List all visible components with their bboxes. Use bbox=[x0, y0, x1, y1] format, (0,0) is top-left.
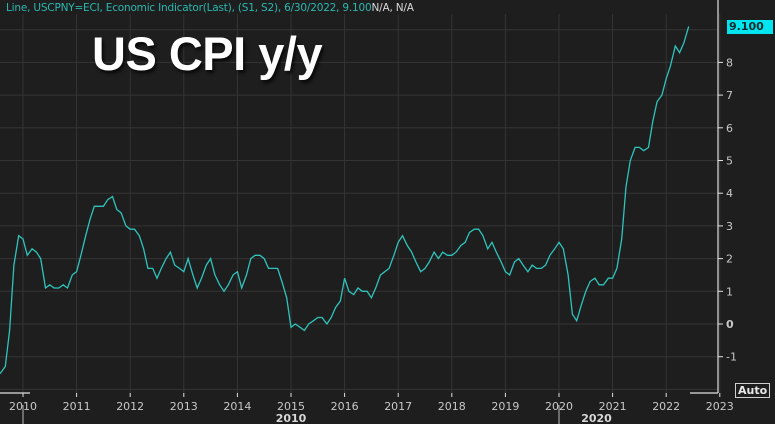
last-value-badge: 9.100 bbox=[727, 20, 773, 34]
y-tick-label: 0 bbox=[726, 318, 734, 331]
grid-lines bbox=[0, 14, 721, 393]
series-header: Line, USCPNY=ECI, Economic Indicator(Las… bbox=[6, 2, 414, 14]
y-tick-label: 5 bbox=[726, 155, 733, 168]
x-tick-label: 2023 bbox=[706, 400, 734, 413]
y-tick-label: 4 bbox=[726, 187, 733, 200]
axes: -1 0 1 2 3 4 5 6 7 8 2010 2011 2012 2013 2014 2015 2016 2… bbox=[0, 0, 737, 424]
y-tick-label: -1 bbox=[726, 351, 737, 364]
chart-title: US CPI y/y bbox=[92, 27, 323, 80]
y-tick-label: 7 bbox=[726, 89, 733, 102]
x-group-label: 2010 bbox=[276, 412, 307, 424]
x-tick-label: 2013 bbox=[170, 400, 198, 413]
x-tick-label: 2016 bbox=[331, 400, 359, 413]
na-text: N/A, N/A bbox=[371, 2, 414, 14]
series-description: Line, USCPNY=ECI, Economic Indicator(Las… bbox=[6, 2, 372, 14]
y-tick-label: 6 bbox=[726, 122, 733, 135]
auto-scale-button[interactable]: Auto bbox=[735, 383, 771, 398]
x-tick-label: 2018 bbox=[438, 400, 466, 413]
x-tick-label: 2014 bbox=[223, 400, 251, 413]
x-tick-label: 2021 bbox=[599, 400, 627, 413]
y-tick-label: 3 bbox=[726, 220, 733, 233]
x-tick-label: 2012 bbox=[116, 400, 144, 413]
cpi-line-series bbox=[0, 26, 690, 375]
x-tick-label: 2015 bbox=[277, 400, 305, 413]
x-tick-label: 2019 bbox=[491, 400, 519, 413]
x-tick-label: 2022 bbox=[652, 400, 680, 413]
x-group-label: 2020 bbox=[581, 412, 612, 424]
y-tick-label: 8 bbox=[726, 56, 733, 69]
x-tick-label: 2011 bbox=[63, 400, 91, 413]
y-tick-label: 1 bbox=[726, 285, 733, 298]
y-tick-label: 2 bbox=[726, 253, 733, 266]
x-tick-label: 2017 bbox=[384, 400, 412, 413]
